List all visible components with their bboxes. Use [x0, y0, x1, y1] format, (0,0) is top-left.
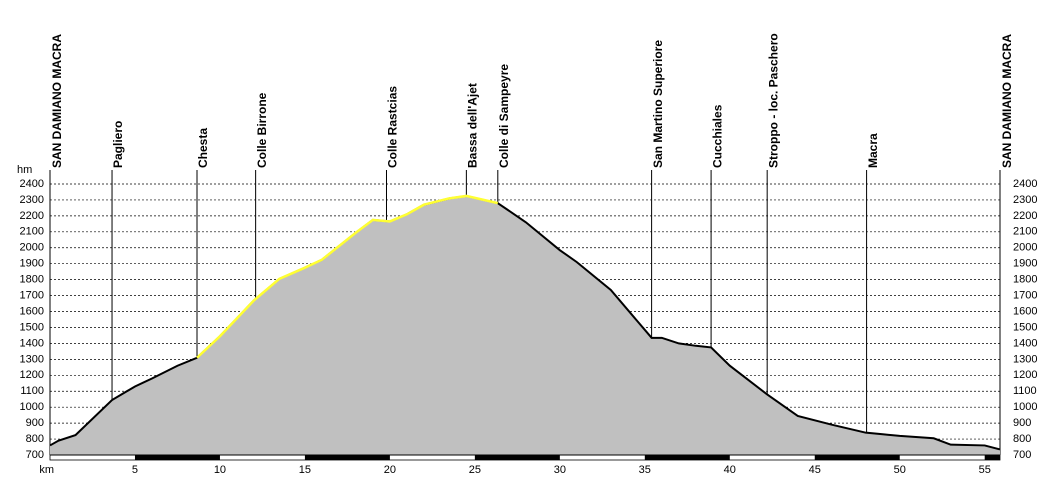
y-tick-label-right: 1900 [1013, 258, 1037, 270]
scale-segment [134, 455, 220, 460]
waypoint-label: Colle di Sampeyre [497, 64, 511, 168]
x-tick-label: 10 [214, 464, 226, 476]
profile-line [49, 194, 1001, 451]
x-tick-label: 25 [469, 464, 481, 476]
y-tick-label: 2100 [20, 226, 44, 238]
scale-segment [644, 455, 730, 460]
profile-area [50, 195, 1000, 456]
x-tick-label: 45 [809, 464, 821, 476]
waypoint-label: Pagliero [111, 121, 125, 168]
y-tick-label: 2400 [20, 178, 44, 190]
end-label: SAN DAMIANO MACRA [1000, 34, 1014, 168]
start-label: SAN DAMIANO MACRA [50, 34, 64, 168]
y-tick-label: 2000 [20, 242, 44, 254]
y-tick-label: 2200 [20, 210, 44, 222]
y-tick-label-right: 2400 [1013, 178, 1037, 190]
x-tick-label: 50 [894, 464, 906, 476]
y-tick-label-right: 1200 [1013, 369, 1037, 381]
y-tick-label-right: 1000 [1013, 401, 1037, 413]
y-tick-label: 2300 [20, 194, 44, 206]
y-tick-label-right: 1800 [1013, 274, 1037, 286]
y-tick-label-right: 1600 [1013, 305, 1037, 317]
highlight-line [196, 194, 499, 359]
y-tick-label-right: 700 [1013, 449, 1031, 461]
y-tick-label: 1400 [20, 337, 44, 349]
y-tick-label: 1900 [20, 258, 44, 270]
y-tick-label: 1500 [20, 321, 44, 333]
y-tick-label-right: 1400 [1013, 337, 1037, 349]
y-tick-label: 1300 [20, 353, 44, 365]
x-tick-label: 40 [724, 464, 736, 476]
scale-segment [474, 455, 560, 460]
x-unit: km [39, 464, 54, 476]
y-tick-label-right: 900 [1013, 417, 1031, 429]
y-tick-label: 1200 [20, 369, 44, 381]
y-tick-label-right: 800 [1013, 433, 1031, 445]
waypoint-label: Stroppo - loc. Paschero [766, 33, 780, 168]
y-tick-label: 1800 [20, 274, 44, 286]
waypoint-label: Chesta [196, 128, 210, 168]
waypoint-label: Colle Birrone [255, 92, 269, 168]
x-tick-label: 35 [639, 464, 651, 476]
y-tick-label-right: 2000 [1013, 242, 1037, 254]
x-tick-label: 15 [299, 464, 311, 476]
x-tick-label: 5 [132, 464, 138, 476]
y-tick-label-right: 2100 [1013, 226, 1037, 238]
waypoint-label: San Martino Superiore [651, 40, 665, 168]
y-tick-label: 1700 [20, 289, 44, 301]
scale-segment [814, 455, 900, 460]
y-tick-label-right: 2300 [1013, 194, 1037, 206]
y-tick-label: 800 [26, 433, 44, 445]
scale-segment [304, 455, 390, 460]
y-tick-label-right: 1700 [1013, 289, 1037, 301]
waypoint-label: Cucchiales [710, 104, 724, 168]
waypoint-label: Macra [866, 133, 880, 168]
x-tick-label: 55 [979, 464, 991, 476]
waypoint-label: Colle Rastcias [386, 86, 400, 168]
y-tick-label: 1000 [20, 401, 44, 413]
y-tick-label-right: 1300 [1013, 353, 1037, 365]
y-tick-label-right: 1100 [1013, 385, 1037, 397]
waypoint-label: Bassa dell'Ajet [466, 83, 480, 168]
y-tick-label: 1600 [20, 305, 44, 317]
x-tick-label: 30 [554, 464, 566, 476]
y-tick-label: 1100 [20, 385, 44, 397]
y-tick-label-right: 2200 [1013, 210, 1037, 222]
y-tick-label: 900 [26, 417, 44, 429]
y-tick-label: 700 [26, 449, 44, 461]
y-tick-label-right: 1500 [1013, 321, 1037, 333]
y-unit: hm [17, 164, 32, 176]
x-tick-label: 20 [384, 464, 396, 476]
scale-segment [984, 455, 1000, 460]
